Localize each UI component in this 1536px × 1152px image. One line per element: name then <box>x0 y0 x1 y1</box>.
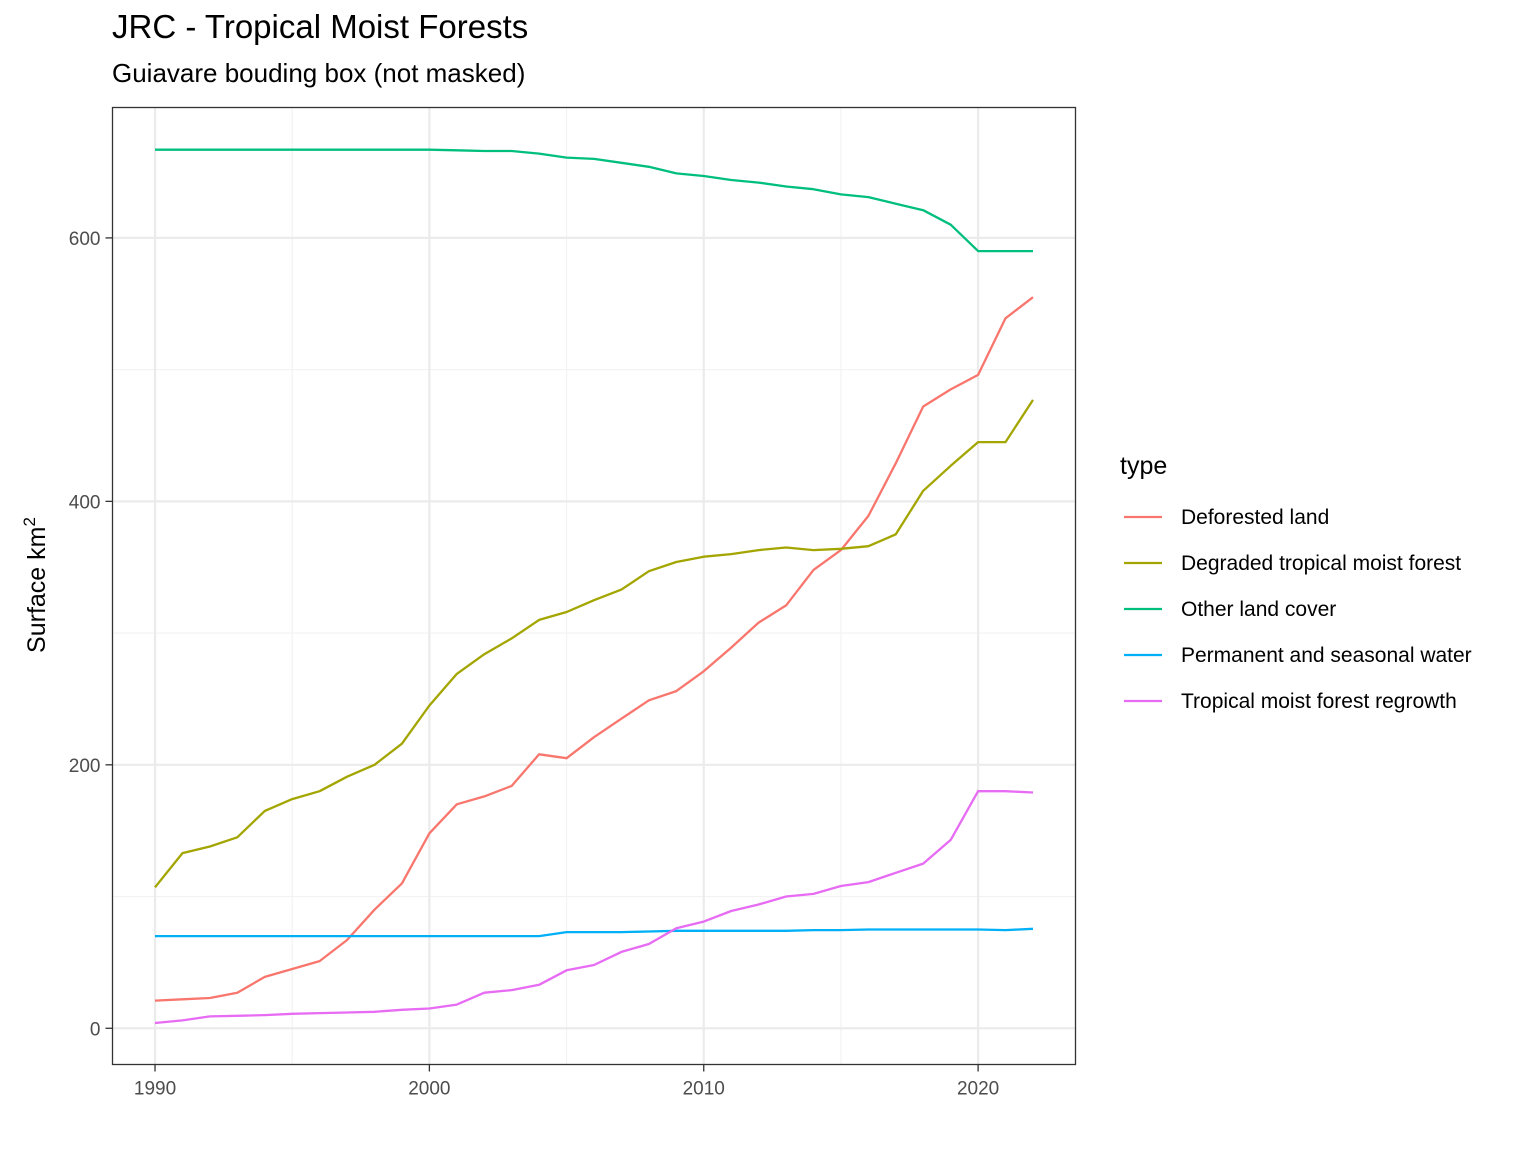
x-tick-label: 1990 <box>134 1079 176 1100</box>
y-tick-label: 600 <box>69 229 101 250</box>
grid-lines <box>112 107 1076 1065</box>
legend-label: Deforested land <box>1181 506 1329 529</box>
y-tick-label: 200 <box>69 756 101 777</box>
y-tick-label: 0 <box>90 1019 101 1040</box>
y-tick-label: 400 <box>69 492 101 513</box>
series-line <box>154 399 1034 889</box>
legend-label: Other land cover <box>1181 598 1336 621</box>
series-line <box>154 790 1034 1025</box>
series-line <box>155 148 1033 253</box>
x-tick-label: 2010 <box>683 1079 725 1100</box>
series-line <box>154 296 1034 1002</box>
y-axis-title: Surface km2 <box>20 517 51 653</box>
series-line <box>155 927 1034 938</box>
legend-label: Permanent and seasonal water <box>1181 644 1472 667</box>
plot-border <box>111 106 1077 1066</box>
axes: 1990 2000 2010 2020 0 200 400 600 <box>69 229 999 1100</box>
chart-title: JRC - Tropical Moist Forests <box>112 8 529 45</box>
chart-subtitle: Guiavare bouding box (not masked) <box>112 58 526 88</box>
plot-background <box>112 107 1076 1065</box>
x-tick-label: 2020 <box>957 1079 999 1100</box>
x-tick-label: 2000 <box>408 1079 450 1100</box>
legend: type Deforested land Degraded tropical mo… <box>1120 452 1472 713</box>
legend-title: type <box>1120 452 1167 480</box>
series-lines <box>154 148 1034 1025</box>
legend-label: Degraded tropical moist forest <box>1181 552 1461 575</box>
legend-label: Tropical moist forest regrowth <box>1181 690 1457 713</box>
